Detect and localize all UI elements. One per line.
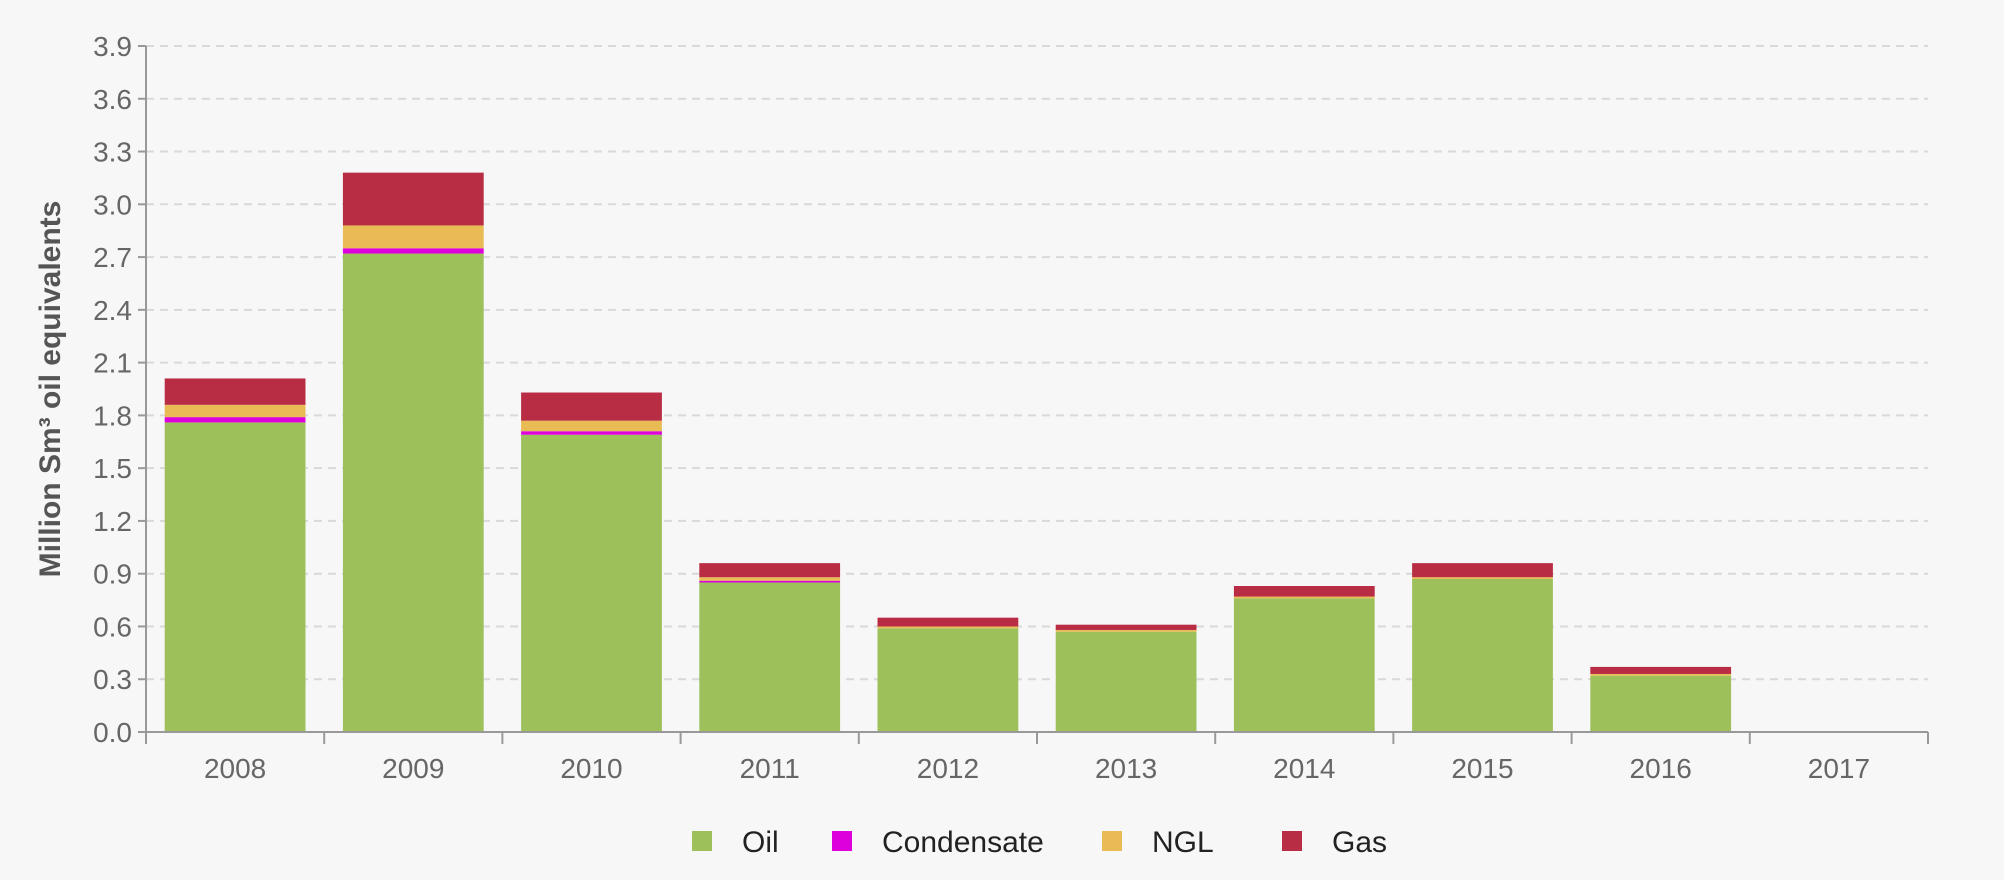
bar-gas-2013[interactable] (1055, 624, 1197, 630)
x-tick-label: 2010 (560, 753, 622, 784)
y-tick-label: 3.3 (93, 137, 132, 168)
y-tick-label: 3.6 (93, 84, 132, 115)
legend-swatch (1282, 831, 1302, 851)
legend-item-ngl[interactable]: NGL (1102, 826, 1214, 859)
y-tick-label: 1.8 (93, 400, 132, 431)
y-tick-labels: 0.0 0.3 0.6 0.9 1.2 1.5 1.8 2.1 2.4 2.7 3.0 3.3 3.6 3… (93, 31, 146, 748)
bar-oil-2015[interactable] (1412, 578, 1553, 732)
bar-gas-2012[interactable] (877, 617, 1019, 627)
x-tick-label: 2012 (917, 753, 979, 784)
y-tick-label: 1.2 (93, 506, 132, 537)
x-tick-label: 2011 (740, 753, 800, 784)
legend-swatch (832, 831, 852, 851)
legend-item-gas[interactable]: Gas (1282, 826, 1387, 859)
y-tick-label: 0.3 (93, 664, 132, 695)
legend-label: Gas (1332, 826, 1387, 859)
legend-item-condensate[interactable]: Condensate (832, 826, 1044, 859)
x-tick-label: 2016 (1630, 753, 1692, 784)
legend-item-oil[interactable]: Oil (692, 826, 779, 859)
bar-gas-2008[interactable] (164, 378, 306, 405)
x-tick-labels: 2008 2009 2010 2011 2012 2013 2014 2015 2016 2017 (145, 732, 1929, 784)
bar-ngl-2011[interactable] (699, 577, 841, 581)
legend[interactable]: Oil Condensate NGL Gas (692, 826, 1387, 859)
bar-condensate-2010[interactable] (521, 431, 662, 435)
bar-gas-2016[interactable] (1590, 666, 1732, 674)
bars (164, 172, 1732, 733)
y-tick-label: 2.7 (93, 242, 132, 273)
bar-condensate-2008[interactable] (164, 417, 306, 423)
y-tick-label: 2.1 (93, 348, 132, 379)
legend-label: Oil (742, 826, 779, 859)
bar-condensate-2011[interactable] (699, 580, 841, 583)
y-tick-label: 0.0 (93, 717, 132, 748)
x-tick-label: 2015 (1451, 753, 1513, 784)
x-tick-label: 2008 (204, 753, 266, 784)
bar-ngl-2013[interactable] (1055, 629, 1197, 632)
bar-oil-2014[interactable] (1233, 598, 1375, 732)
bar-condensate-2009[interactable] (342, 248, 484, 254)
x-tick-label: 2014 (1273, 753, 1335, 784)
y-tick-label: 2.4 (93, 295, 132, 326)
x-tick-label: 2013 (1095, 753, 1157, 784)
bar-gas-2014[interactable] (1233, 586, 1375, 597)
bar-gas-2015[interactable] (1412, 563, 1553, 578)
bar-oil-2011[interactable] (699, 582, 841, 732)
legend-swatch (1102, 831, 1122, 851)
legend-label: NGL (1152, 826, 1214, 859)
bar-ngl-2014[interactable] (1233, 596, 1375, 599)
x-tick-label: 2009 (382, 753, 444, 784)
bar-oil-2010[interactable] (521, 434, 662, 732)
legend-label: Condensate (882, 826, 1044, 859)
y-tick-label: 3.9 (93, 31, 132, 62)
bar-oil-2013[interactable] (1055, 631, 1197, 732)
y-tick-label: 1.5 (93, 453, 132, 484)
bar-gas-2010[interactable] (521, 392, 662, 421)
bar-gas-2011[interactable] (699, 563, 841, 578)
bar-oil-2016[interactable] (1590, 675, 1732, 732)
bar-ngl-2010[interactable] (521, 420, 662, 432)
bar-gas-2009[interactable] (342, 172, 484, 226)
bar-ngl-2012[interactable] (877, 626, 1019, 629)
bar-ngl-2015[interactable] (1412, 577, 1553, 579)
x-tick-label: 2017 (1808, 753, 1870, 784)
bar-oil-2009[interactable] (342, 253, 484, 733)
bar-oil-2012[interactable] (877, 628, 1019, 732)
y-tick-label: 0.9 (93, 559, 132, 590)
y-tick-label: 0.6 (93, 611, 132, 642)
y-tick-label: 3.0 (93, 189, 132, 220)
bar-ngl-2008[interactable] (164, 404, 306, 418)
bar-oil-2008[interactable] (164, 422, 306, 732)
y-axis-title: Million Sm³ oil equivalents (34, 201, 67, 578)
bar-ngl-2009[interactable] (342, 225, 484, 249)
legend-swatch (692, 831, 712, 851)
bar-ngl-2016[interactable] (1590, 673, 1732, 676)
